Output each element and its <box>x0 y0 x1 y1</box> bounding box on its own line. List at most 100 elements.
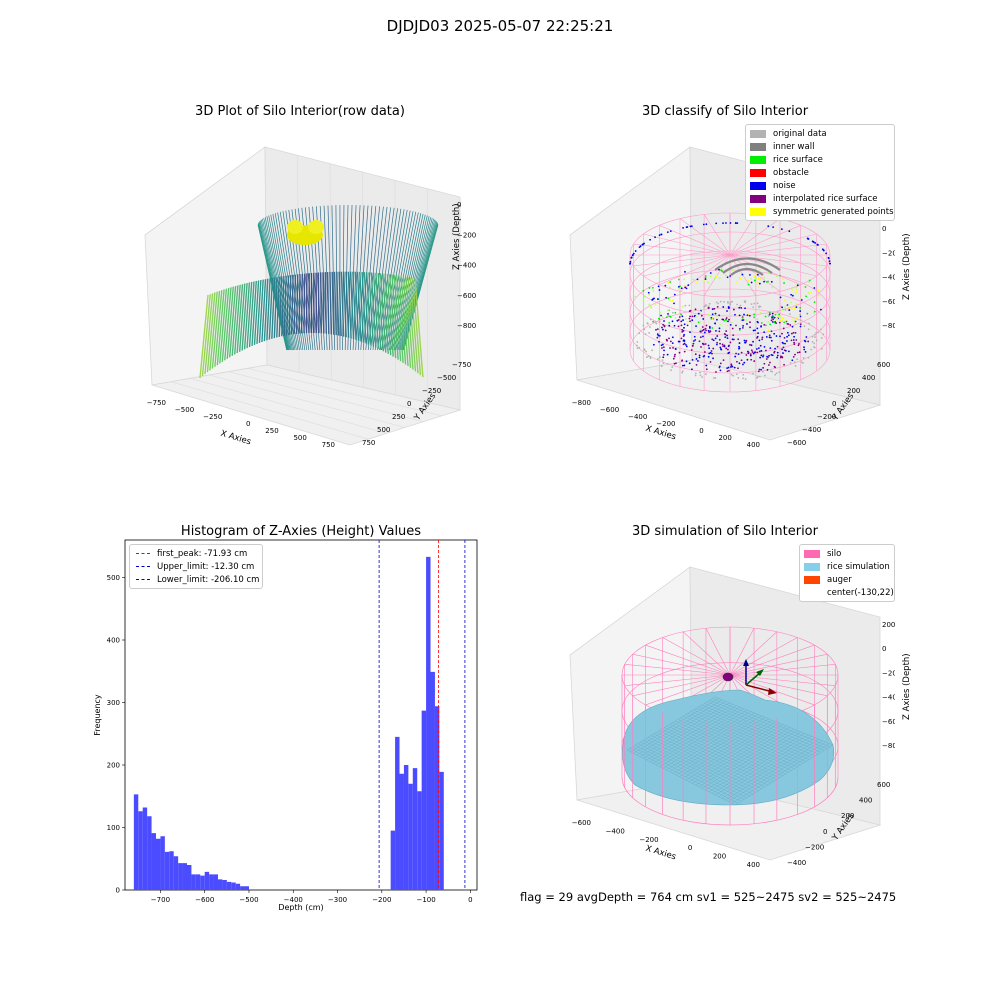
data-point <box>643 328 646 331</box>
x-tick-label: −400 <box>284 896 303 904</box>
data-point <box>687 284 690 287</box>
mesh-line <box>701 704 819 755</box>
data-point <box>721 270 724 273</box>
data-point <box>671 366 674 368</box>
data-point <box>787 304 790 307</box>
data-point <box>643 295 646 298</box>
data-point <box>813 287 816 289</box>
data-line <box>383 209 408 351</box>
data-point <box>799 323 802 326</box>
z-tick-label: 0 <box>457 201 461 209</box>
data-point <box>678 316 681 318</box>
data-point <box>682 227 684 229</box>
silo-roof-line <box>729 664 836 676</box>
data-point <box>711 308 714 311</box>
data-point <box>674 311 677 314</box>
mesh-line <box>640 741 750 797</box>
x-tick-label: 0 <box>246 420 250 428</box>
histogram-title: Histogram of Z-Axies (Height) Values <box>180 524 422 539</box>
data-point <box>805 336 808 338</box>
data-point <box>796 317 798 320</box>
mesh-line <box>674 720 789 773</box>
data-point <box>756 302 759 305</box>
data-point <box>658 234 661 237</box>
data-point <box>666 309 669 312</box>
data-point <box>791 325 794 328</box>
data-point <box>662 323 665 326</box>
silo-roof-line <box>729 214 757 256</box>
mesh-line <box>698 706 816 757</box>
data-point <box>737 338 740 341</box>
data-point <box>682 329 685 332</box>
data-point <box>669 281 672 283</box>
data-point <box>672 357 675 360</box>
legend-swatch <box>136 579 150 580</box>
data-point <box>758 350 761 353</box>
silo-roof-line <box>633 243 731 256</box>
x-tick-label: −200 <box>372 896 391 904</box>
data-point <box>691 358 694 361</box>
data-point <box>715 301 718 304</box>
legend-item: original data <box>750 127 890 140</box>
mesh-line <box>704 703 822 753</box>
data-point <box>776 275 778 278</box>
data-point <box>703 305 706 308</box>
data-point <box>773 351 776 354</box>
data-line <box>256 279 262 344</box>
data-point <box>795 339 798 341</box>
data-point <box>808 322 810 325</box>
data-point <box>689 309 692 312</box>
data-point <box>781 320 783 323</box>
data-point <box>713 377 715 379</box>
z-tick-label: −800 <box>882 322 895 330</box>
histogram-bar <box>434 706 440 890</box>
data-point <box>810 348 813 351</box>
data-point <box>745 354 748 356</box>
data-point <box>763 362 766 365</box>
y-tick-label: 600 <box>877 361 890 369</box>
mesh-line <box>676 718 769 776</box>
data-point <box>697 312 700 315</box>
classify-z-label: Z Axies (Depth) <box>902 233 912 300</box>
data-point <box>671 336 674 339</box>
data-point <box>642 289 645 292</box>
data-line <box>248 281 255 348</box>
y-tick-label: −400 <box>787 859 806 867</box>
data-point <box>795 283 798 285</box>
data-point <box>692 342 695 345</box>
data-point <box>661 316 664 319</box>
data-point <box>734 313 736 316</box>
data-point <box>670 369 672 372</box>
data-point <box>773 316 776 319</box>
data-point <box>753 279 756 282</box>
data-point <box>757 347 760 350</box>
data-point <box>722 359 725 362</box>
data-point <box>662 346 665 349</box>
data-point <box>807 292 810 294</box>
data-line <box>386 273 394 357</box>
data-point <box>726 367 729 369</box>
data-point <box>695 315 697 318</box>
z-tick-label: −800 <box>882 742 895 750</box>
data-point <box>792 355 795 358</box>
data-point <box>700 330 702 333</box>
data-line <box>389 274 397 359</box>
data-line <box>295 274 299 334</box>
mesh-line <box>672 722 786 775</box>
data-line <box>391 274 399 360</box>
mesh-line <box>658 730 771 784</box>
data-line <box>340 271 345 337</box>
data-point <box>776 345 779 348</box>
silo-roof-line <box>705 628 731 676</box>
data-point <box>730 373 733 376</box>
mesh-line <box>669 715 762 772</box>
data-point <box>804 286 807 288</box>
data-point <box>719 369 722 372</box>
data-point <box>703 343 705 346</box>
data-point <box>668 337 670 340</box>
data-point <box>662 353 665 356</box>
histogram-bar <box>155 838 161 890</box>
data-point <box>748 313 750 315</box>
data-point <box>767 364 770 366</box>
data-point <box>708 352 711 355</box>
